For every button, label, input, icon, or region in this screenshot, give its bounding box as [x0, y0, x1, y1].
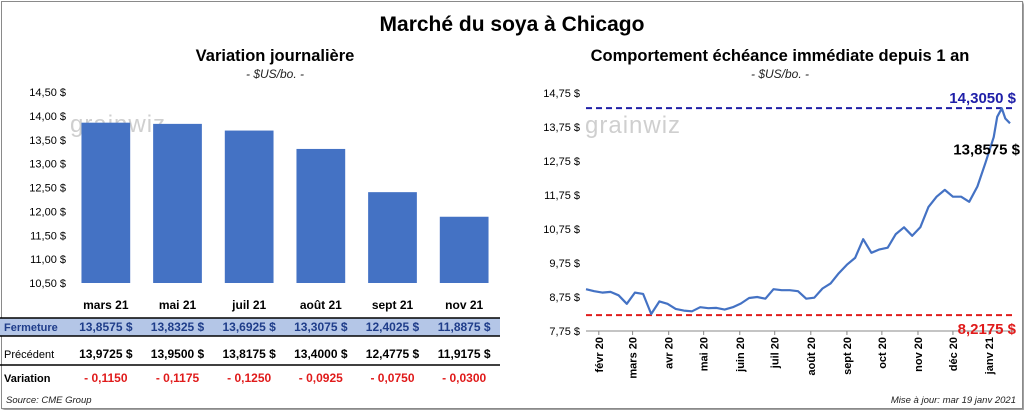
right-chart-title: Comportement échéance immédiate depuis 1…	[590, 47, 970, 65]
table-row-label: Variation	[4, 373, 51, 385]
y-tick-label: 11,50 $	[30, 230, 66, 242]
bar	[153, 123, 202, 283]
x-tick-label: oct 20	[877, 337, 889, 369]
y-tick-label: 8,75 $	[549, 292, 580, 304]
x-tick-label: juin 20	[735, 337, 747, 373]
x-tick-label: nov 20	[913, 337, 925, 372]
bar	[224, 130, 274, 283]
table-cell: - 0,1175	[156, 371, 200, 385]
y-tick-label: 13,00 $	[29, 159, 66, 171]
x-tick-label: déc 20	[948, 337, 960, 371]
y-tick-label: 12,50 $	[29, 183, 66, 195]
table-cell: 13,3075 $	[294, 320, 348, 334]
table-cell: 12,4025 $	[366, 320, 420, 334]
x-tick-label: sept 20	[842, 337, 854, 375]
x-tick-label: juil 21	[231, 298, 266, 312]
x-tick-label: nov 21	[445, 298, 483, 312]
x-tick-label: avr 20	[664, 337, 676, 369]
x-tick-label: mai 21	[159, 298, 197, 312]
price-line	[585, 107, 1011, 316]
table-highlight-row	[0, 318, 500, 336]
y-tick-label: 11,00 $	[30, 254, 66, 266]
y-tick-label: 11,75 $	[544, 190, 580, 202]
table-cell: - 0,0925	[299, 371, 343, 385]
last-value-label: 13,8575 $	[953, 141, 1020, 158]
y-tick-label: 7,75 $	[549, 326, 580, 338]
table-cell: - 0,0300	[442, 371, 486, 385]
x-tick-label: août 20	[806, 337, 818, 376]
table-row-label: Précédent	[4, 349, 54, 361]
table-cell: - 0,1150	[84, 371, 128, 385]
y-tick-label: 14,75 $	[543, 88, 580, 100]
left-chart-unit: - $US/bo. -	[245, 67, 305, 81]
x-tick-label: janv 21	[984, 337, 996, 375]
y-tick-label: 12,00 $	[29, 206, 66, 218]
table-cell: 11,8875 $	[438, 320, 491, 334]
table-row-label: Fermeture	[4, 322, 58, 334]
x-tick-label: juil 20	[770, 337, 782, 369]
y-tick-label: 13,75 $	[543, 122, 580, 134]
source-note: Source: CME Group	[6, 395, 92, 406]
update-note: Mise à jour: mar 19 janv 2021	[890, 395, 1016, 406]
table-cell: 13,8575 $	[79, 320, 133, 334]
table-cell: - 0,1250	[227, 371, 271, 385]
y-tick-label: 12,75 $	[543, 156, 580, 168]
x-tick-label: févr 20	[594, 337, 606, 372]
x-tick-label: août 21	[300, 298, 342, 312]
grainwiz-watermark: grainwiz	[585, 112, 681, 139]
front-month-line-chart: 7,75 $ 8,75 $ 9,75 $ 10,75 $ 11,75 $ 12,75 $ 1…	[543, 88, 1020, 379]
right-chart-unit: - $US/bo. -	[750, 67, 810, 81]
left-chart-title: Variation journalière	[195, 47, 355, 65]
bar	[296, 148, 346, 283]
main-title: Marché du soya à Chicago	[379, 13, 645, 36]
y-tick-label: 10,75 $	[543, 224, 580, 236]
table-cell: - 0,0750	[370, 371, 414, 385]
table-cell: 13,9500 $	[151, 347, 205, 361]
low-label: 8,2175 $	[958, 321, 1017, 338]
y-tick-label: 9,75 $	[549, 258, 580, 270]
table-cell: 13,8325 $	[151, 320, 205, 334]
y-tick-label: 14,50 $	[29, 87, 66, 99]
bar	[368, 192, 417, 283]
table-cell: 13,4000 $	[294, 347, 348, 361]
y-tick-label: 13,50 $	[29, 135, 66, 147]
daily-variation-bar-chart: 10,50 $ 11,00 $ 11,50 $ 12,00 $ 12,50 $ 13,00…	[0, 87, 500, 385]
table-cell: 13,8175 $	[222, 347, 276, 361]
x-tick-label: mai 20	[699, 337, 711, 371]
table-cell: 11,9175 $	[438, 347, 491, 361]
x-tick-label: sept 21	[372, 298, 414, 312]
y-tick-label: 14,00 $	[29, 111, 66, 123]
bar	[81, 122, 131, 283]
table-cell: 13,9725 $	[79, 347, 133, 361]
x-tick-label: mars 21	[83, 298, 129, 312]
y-tick-label: 10,50 $	[29, 278, 66, 290]
table-cell: 12,4775 $	[366, 347, 420, 361]
high-label: 14,3050 $	[949, 90, 1016, 107]
x-tick-label: mars 20	[628, 337, 640, 379]
table-cell: 13,6925 $	[222, 320, 276, 334]
bar	[439, 216, 489, 283]
